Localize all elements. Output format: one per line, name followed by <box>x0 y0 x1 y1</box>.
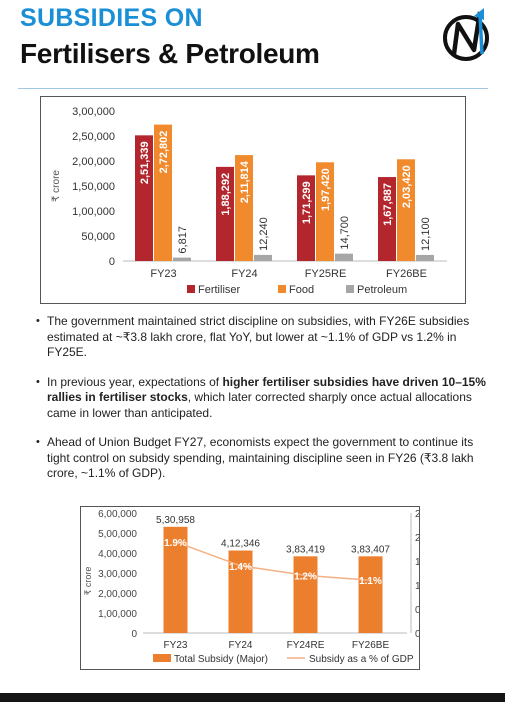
y2-tick-label: 0.5% <box>415 605 419 616</box>
bar-data-label: 2,11,814 <box>239 160 251 203</box>
bar-data-label: 1,88,292 <box>220 173 232 216</box>
x-tick-label: FY24 <box>229 640 253 651</box>
legend-label: Fertiliser <box>198 284 241 296</box>
brand-logo-icon <box>443 8 489 61</box>
bar-food <box>235 155 253 261</box>
bullet-1: The government maintained strict discipl… <box>36 314 491 361</box>
line-data-label: 1.4% <box>229 562 252 573</box>
bar-data-label: 1,67,887 <box>382 183 394 226</box>
bullet-3-text-0: Ahead of Union Budget FY27, economists e… <box>47 435 474 480</box>
bar-data-label: 1,97,420 <box>320 168 332 211</box>
legend-label: Subsidy as a % of GDP <box>309 654 414 665</box>
x-tick-label: FY26BE <box>352 640 390 651</box>
bar-food <box>397 159 415 261</box>
y-tick-label: 2,50,000 <box>72 131 115 143</box>
y-tick-label: 2,00,000 <box>72 156 115 168</box>
legend-swatch-fertiliser <box>187 285 195 293</box>
bar-data-label: 12,100 <box>420 217 432 251</box>
y-tick-label: 1,00,000 <box>98 609 137 620</box>
y-tick-label: 1,00,000 <box>72 206 115 218</box>
y-tick-label: 1,50,000 <box>72 181 115 193</box>
bar-fertiliser <box>216 166 234 261</box>
bar-total-subsidy <box>293 556 318 633</box>
subsidy-breakdown-chart: 0 50,000 1,00,000 1,50,000 2,00,000 2,50,000 3… <box>40 96 466 304</box>
header-divider <box>18 88 488 89</box>
bar-total-subsidy <box>358 556 383 633</box>
y-tick-label: 2,00,000 <box>98 589 137 600</box>
y-tick-label: 3,00,000 <box>72 106 115 118</box>
title-line-2: Fertilisers & Petroleum <box>20 38 320 69</box>
y-tick-label: 4,00,000 <box>98 549 137 560</box>
y2-tick-label: 2.5% <box>415 509 419 520</box>
legend-label: Food <box>289 284 314 296</box>
y2-tick-label: 1.0% <box>415 581 419 592</box>
bar-data-label: 14,700 <box>339 216 351 250</box>
x-tick-label: FY24RE <box>287 640 325 651</box>
y-tick-label: 6,00,000 <box>98 509 137 520</box>
bar-data-label: 2,03,420 <box>401 165 413 208</box>
y-tick-label: 50,000 <box>81 231 115 243</box>
bullet-2: In previous year, expectations of higher… <box>36 375 491 422</box>
y2-tick-label: 0.0% <box>415 629 419 640</box>
bar-data-label: 1,71,299 <box>301 181 313 224</box>
x-tick-label: FY26BE <box>386 268 427 280</box>
bar-food <box>316 162 334 261</box>
legend-swatch-petroleum <box>346 285 354 293</box>
bar-data-label: 5,30,958 <box>156 515 195 526</box>
gdp-percent-line <box>175 541 371 581</box>
y-axis-label: ₹ crore <box>51 170 62 202</box>
bar-petroleum <box>335 253 353 261</box>
bar-data-label: 2,72,802 <box>158 131 170 174</box>
x-tick-label: FY25RE <box>305 268 347 280</box>
y-axis-label: ₹ crore <box>83 567 93 596</box>
bar-data-label: 3,83,419 <box>286 544 325 555</box>
y-tick-label: 0 <box>109 256 115 268</box>
bullet-2-text-2: , which later corrected sharply once act… <box>47 390 472 420</box>
bullet-list: The government maintained strict discipl… <box>36 314 491 496</box>
bullet-2-text-1: higher fertiliser subsidies have driven … <box>47 374 486 405</box>
legend-swatch-food <box>278 285 286 293</box>
bullet-2-text-0: In previous year, expectations of <box>47 374 223 389</box>
subsidy-breakdown-svg: 0 50,000 1,00,000 1,50,000 2,00,000 2,50,000 3… <box>51 106 447 296</box>
bar-total-subsidy <box>228 550 253 633</box>
footer-bar <box>0 693 505 702</box>
bar-data-label: 4,12,346 <box>221 539 260 550</box>
x-tick-label: FY23 <box>164 640 188 651</box>
x-tick-label: FY23 <box>150 268 176 280</box>
bar-data-label: 12,240 <box>258 217 270 251</box>
bar-fertiliser <box>135 135 153 261</box>
bullet-3: Ahead of Union Budget FY27, economists e… <box>36 435 491 482</box>
x-tick-label: FY24 <box>231 268 257 280</box>
bar-fertiliser <box>297 175 315 261</box>
bar-food <box>154 124 172 261</box>
title-line-1: SUBSIDIES ON <box>20 4 203 32</box>
bar-petroleum <box>254 254 272 261</box>
bullet-1-text-0: The government maintained strict discipl… <box>47 314 470 359</box>
bar-data-label: 3,83,407 <box>351 544 390 555</box>
y2-tick-label: 1.5% <box>415 557 419 568</box>
legend-label: Petroleum <box>357 284 407 296</box>
bar-data-label: 2,51,339 <box>139 141 151 184</box>
legend-swatch-total-subsidy <box>153 654 171 662</box>
total-subsidy-svg: 0 1,00,000 2,00,000 3,00,000 4,00,000 5,00,00… <box>83 509 438 665</box>
line-data-label: 1.1% <box>359 576 382 587</box>
bar-petroleum <box>416 254 434 261</box>
bar-data-label: 6,817 <box>177 226 189 254</box>
y-tick-label: 5,00,000 <box>98 529 137 540</box>
y2-tick-label: 2.0% <box>415 533 419 544</box>
line-data-label: 1.2% <box>294 571 317 582</box>
y-tick-label: 0 <box>131 629 137 640</box>
total-subsidy-chart: 0 1,00,000 2,00,000 3,00,000 4,00,000 5,00,00… <box>80 506 438 670</box>
line-data-label: 1.9% <box>164 538 187 549</box>
y-tick-label: 3,00,000 <box>98 569 137 580</box>
bar-fertiliser <box>378 177 396 261</box>
bar-petroleum <box>173 257 191 261</box>
legend-label: Total Subsidy (Major) <box>174 654 268 665</box>
